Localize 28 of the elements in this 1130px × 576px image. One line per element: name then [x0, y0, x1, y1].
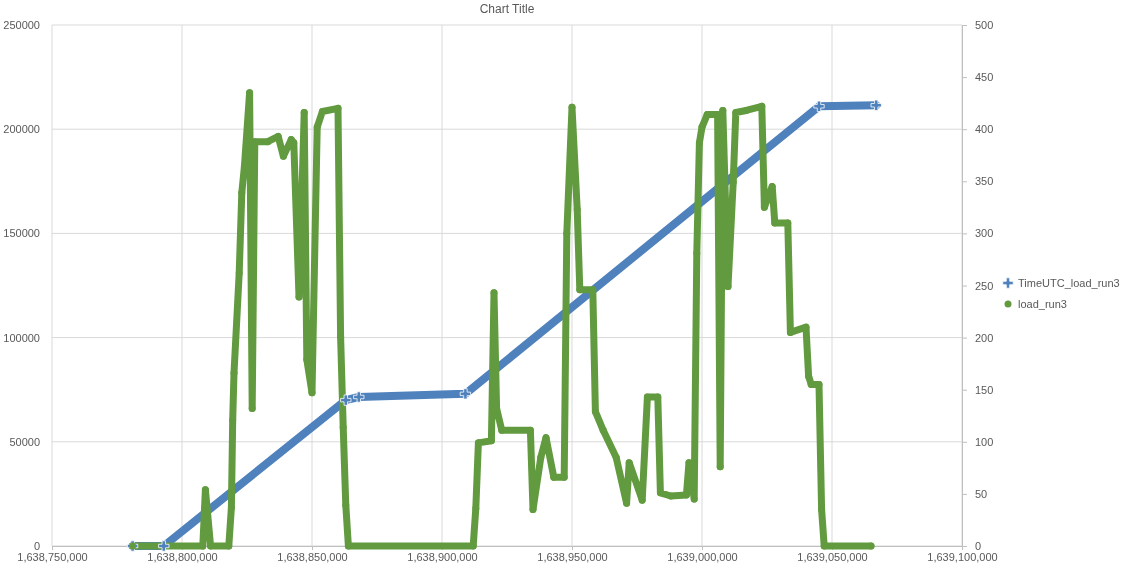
y-tick-label: 50000 [9, 435, 40, 448]
y2-tick-label: 0 [975, 540, 982, 553]
y-tick-label: 250000 [3, 19, 40, 32]
y2-tick-label: 400 [975, 123, 994, 136]
legend-label: load_run3 [1018, 298, 1067, 310]
y2-tick-label: 450 [975, 71, 994, 84]
y2-tick-label: 150 [975, 383, 994, 396]
y2-tick-label: 200 [975, 331, 994, 344]
y2-tick-label: 100 [975, 435, 994, 448]
y-tick-label: 100000 [3, 331, 40, 344]
chart-title: Chart Title [479, 2, 535, 16]
y-tick-label: 0 [33, 540, 40, 553]
y2-tick-label: 50 [975, 487, 988, 500]
x-tick-label: 1,638,750,000 [17, 550, 88, 563]
y-tick-label: 150000 [3, 227, 40, 240]
x-tick-label: 1,639,000,000 [667, 550, 738, 563]
y-tick-label: 200000 [3, 123, 40, 136]
x-tick-label: 1,638,850,000 [277, 550, 348, 563]
x-tick-label: 1,639,050,000 [797, 550, 868, 563]
y2-tick-label: 500 [975, 19, 994, 32]
y2-tick-label: 300 [975, 227, 994, 240]
y2-tick-label: 350 [975, 175, 994, 188]
x-tick-label: 1,639,100,000 [927, 550, 998, 563]
x-tick-label: 1,638,800,000 [147, 550, 218, 563]
y2-tick-label: 250 [975, 279, 994, 292]
x-tick-label: 1,638,900,000 [407, 550, 478, 563]
legend-label: TimeUTC_load_run3 [1018, 277, 1120, 289]
x-tick-label: 1,638,950,000 [537, 550, 608, 563]
